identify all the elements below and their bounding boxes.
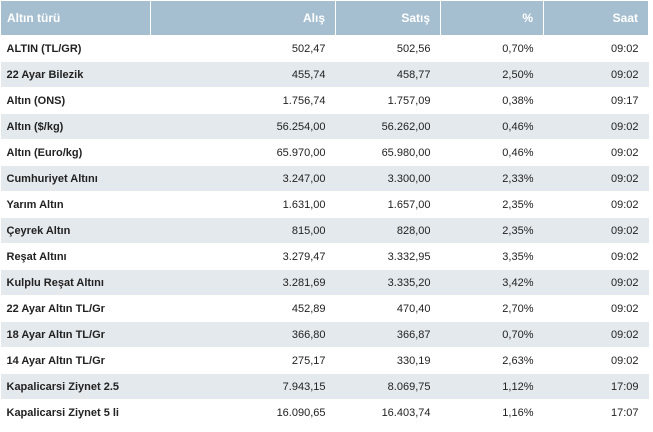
cell-percent: 0,38% bbox=[440, 87, 544, 114]
cell-buy: 366,80 bbox=[150, 321, 336, 348]
cell-buy: 56.254,00 bbox=[150, 113, 336, 140]
cell-name[interactable]: Kapalicarsi Ziynet 2.5 bbox=[0, 373, 151, 400]
cell-name[interactable]: Altın (Euro/kg) bbox=[0, 139, 151, 166]
cell-percent: 1,12% bbox=[440, 373, 544, 400]
cell-time: 09:02 bbox=[543, 165, 649, 192]
table-row: ALTIN (TL/GR) 502,47 502,56 0,70% 09:02 bbox=[0, 35, 649, 62]
table-row: 22 Ayar Altın TL/Gr 452,89 470,40 2,70% … bbox=[0, 295, 649, 322]
cell-name[interactable]: Çeyrek Altın bbox=[0, 217, 151, 244]
cell-percent: 0,46% bbox=[440, 139, 544, 166]
header-time[interactable]: Saat bbox=[543, 0, 649, 36]
cell-name[interactable]: ALTIN (TL/GR) bbox=[0, 35, 151, 62]
header-name[interactable]: Altın türü bbox=[0, 0, 151, 36]
table-row: Yarım Altın 1.631,00 1.657,00 2,35% 09:0… bbox=[0, 191, 649, 218]
cell-percent: 2,35% bbox=[440, 191, 544, 218]
table-row: Kulplu Reşat Altını 3.281,69 3.335,20 3,… bbox=[0, 269, 649, 296]
cell-time: 09:17 bbox=[543, 87, 649, 114]
cell-sell: 8.069,75 bbox=[335, 373, 441, 400]
cell-sell: 56.262,00 bbox=[335, 113, 441, 140]
cell-sell: 366,87 bbox=[335, 321, 441, 348]
cell-name[interactable]: Kapalicarsi Ziynet 5 li bbox=[0, 399, 151, 425]
cell-percent: 2,70% bbox=[440, 295, 544, 322]
cell-time: 17:09 bbox=[543, 373, 649, 400]
cell-percent: 3,42% bbox=[440, 269, 544, 296]
cell-buy: 452,89 bbox=[150, 295, 336, 322]
cell-sell: 458,77 bbox=[335, 61, 441, 88]
cell-sell: 470,40 bbox=[335, 295, 441, 322]
cell-time: 09:02 bbox=[543, 191, 649, 218]
cell-time: 09:02 bbox=[543, 217, 649, 244]
cell-sell: 3.300,00 bbox=[335, 165, 441, 192]
cell-time: 09:02 bbox=[543, 139, 649, 166]
cell-time: 09:02 bbox=[543, 61, 649, 88]
table-row: 14 Ayar Altın TL/Gr 275,17 330,19 2,63% … bbox=[0, 347, 649, 374]
cell-percent: 0,70% bbox=[440, 321, 544, 348]
cell-name[interactable]: 14 Ayar Altın TL/Gr bbox=[0, 347, 151, 374]
cell-buy: 502,47 bbox=[150, 35, 336, 62]
cell-percent: 2,33% bbox=[440, 165, 544, 192]
header-percent[interactable]: % bbox=[440, 0, 544, 36]
cell-name[interactable]: 18 Ayar Altın TL/Gr bbox=[0, 321, 151, 348]
table-row: 18 Ayar Altın TL/Gr 366,80 366,87 0,70% … bbox=[0, 321, 649, 348]
cell-time: 17:07 bbox=[543, 399, 649, 425]
cell-name[interactable]: Yarım Altın bbox=[0, 191, 151, 218]
cell-name[interactable]: Kulplu Reşat Altını bbox=[0, 269, 151, 296]
cell-percent: 0,70% bbox=[440, 35, 544, 62]
cell-time: 09:02 bbox=[543, 35, 649, 62]
cell-name[interactable]: Altın ($/kg) bbox=[0, 113, 151, 140]
cell-buy: 1.631,00 bbox=[150, 191, 336, 218]
cell-buy: 3.247,00 bbox=[150, 165, 336, 192]
cell-sell: 330,19 bbox=[335, 347, 441, 374]
cell-buy: 16.090,65 bbox=[150, 399, 336, 425]
table-row: Kapalicarsi Ziynet 2.5 7.943,15 8.069,75… bbox=[0, 373, 649, 400]
cell-percent: 1,16% bbox=[440, 399, 544, 425]
cell-time: 09:02 bbox=[543, 243, 649, 270]
table-row: Cumhuriyet Altını 3.247,00 3.300,00 2,33… bbox=[0, 165, 649, 192]
table-row: 22 Ayar Bilezik 455,74 458,77 2,50% 09:0… bbox=[0, 61, 649, 88]
cell-percent: 2,50% bbox=[440, 61, 544, 88]
cell-buy: 455,74 bbox=[150, 61, 336, 88]
cell-time: 09:02 bbox=[543, 295, 649, 322]
table-row: Reşat Altını 3.279,47 3.332,95 3,35% 09:… bbox=[0, 243, 649, 270]
header-row: Altın türü Alış Satış % Saat bbox=[0, 0, 649, 36]
cell-sell: 16.403,74 bbox=[335, 399, 441, 425]
cell-percent: 3,35% bbox=[440, 243, 544, 270]
cell-buy: 65.970,00 bbox=[150, 139, 336, 166]
cell-buy: 1.756,74 bbox=[150, 87, 336, 114]
table-header: Altın türü Alış Satış % Saat bbox=[0, 0, 649, 36]
cell-time: 09:02 bbox=[543, 113, 649, 140]
table-row: Altın ($/kg) 56.254,00 56.262,00 0,46% 0… bbox=[0, 113, 649, 140]
table-row: Altın (ONS) 1.756,74 1.757,09 0,38% 09:1… bbox=[0, 87, 649, 114]
cell-percent: 0,46% bbox=[440, 113, 544, 140]
cell-time: 09:02 bbox=[543, 321, 649, 348]
cell-sell: 3.335,20 bbox=[335, 269, 441, 296]
gold-prices-table: Altın türü Alış Satış % Saat ALTIN (TL/G… bbox=[0, 0, 649, 425]
cell-sell: 502,56 bbox=[335, 35, 441, 62]
cell-sell: 828,00 bbox=[335, 217, 441, 244]
cell-percent: 2,63% bbox=[440, 347, 544, 374]
cell-time: 09:02 bbox=[543, 269, 649, 296]
cell-name[interactable]: Reşat Altını bbox=[0, 243, 151, 270]
cell-buy: 7.943,15 bbox=[150, 373, 336, 400]
cell-name[interactable]: Altın (ONS) bbox=[0, 87, 151, 114]
cell-sell: 1.657,00 bbox=[335, 191, 441, 218]
cell-name[interactable]: 22 Ayar Bilezik bbox=[0, 61, 151, 88]
cell-buy: 275,17 bbox=[150, 347, 336, 374]
cell-buy: 3.281,69 bbox=[150, 269, 336, 296]
table-row: Kapalicarsi Ziynet 5 li 16.090,65 16.403… bbox=[0, 399, 649, 425]
table-body: ALTIN (TL/GR) 502,47 502,56 0,70% 09:02 … bbox=[0, 35, 649, 425]
header-buy[interactable]: Alış bbox=[150, 0, 336, 36]
cell-buy: 3.279,47 bbox=[150, 243, 336, 270]
cell-sell: 3.332,95 bbox=[335, 243, 441, 270]
cell-sell: 65.980,00 bbox=[335, 139, 441, 166]
table-row: Altın (Euro/kg) 65.970,00 65.980,00 0,46… bbox=[0, 139, 649, 166]
cell-percent: 2,35% bbox=[440, 217, 544, 244]
cell-sell: 1.757,09 bbox=[335, 87, 441, 114]
table-row: Çeyrek Altın 815,00 828,00 2,35% 09:02 bbox=[0, 217, 649, 244]
cell-name[interactable]: Cumhuriyet Altını bbox=[0, 165, 151, 192]
cell-time: 09:02 bbox=[543, 347, 649, 374]
cell-buy: 815,00 bbox=[150, 217, 336, 244]
cell-name[interactable]: 22 Ayar Altın TL/Gr bbox=[0, 295, 151, 322]
header-sell[interactable]: Satış bbox=[335, 0, 441, 36]
